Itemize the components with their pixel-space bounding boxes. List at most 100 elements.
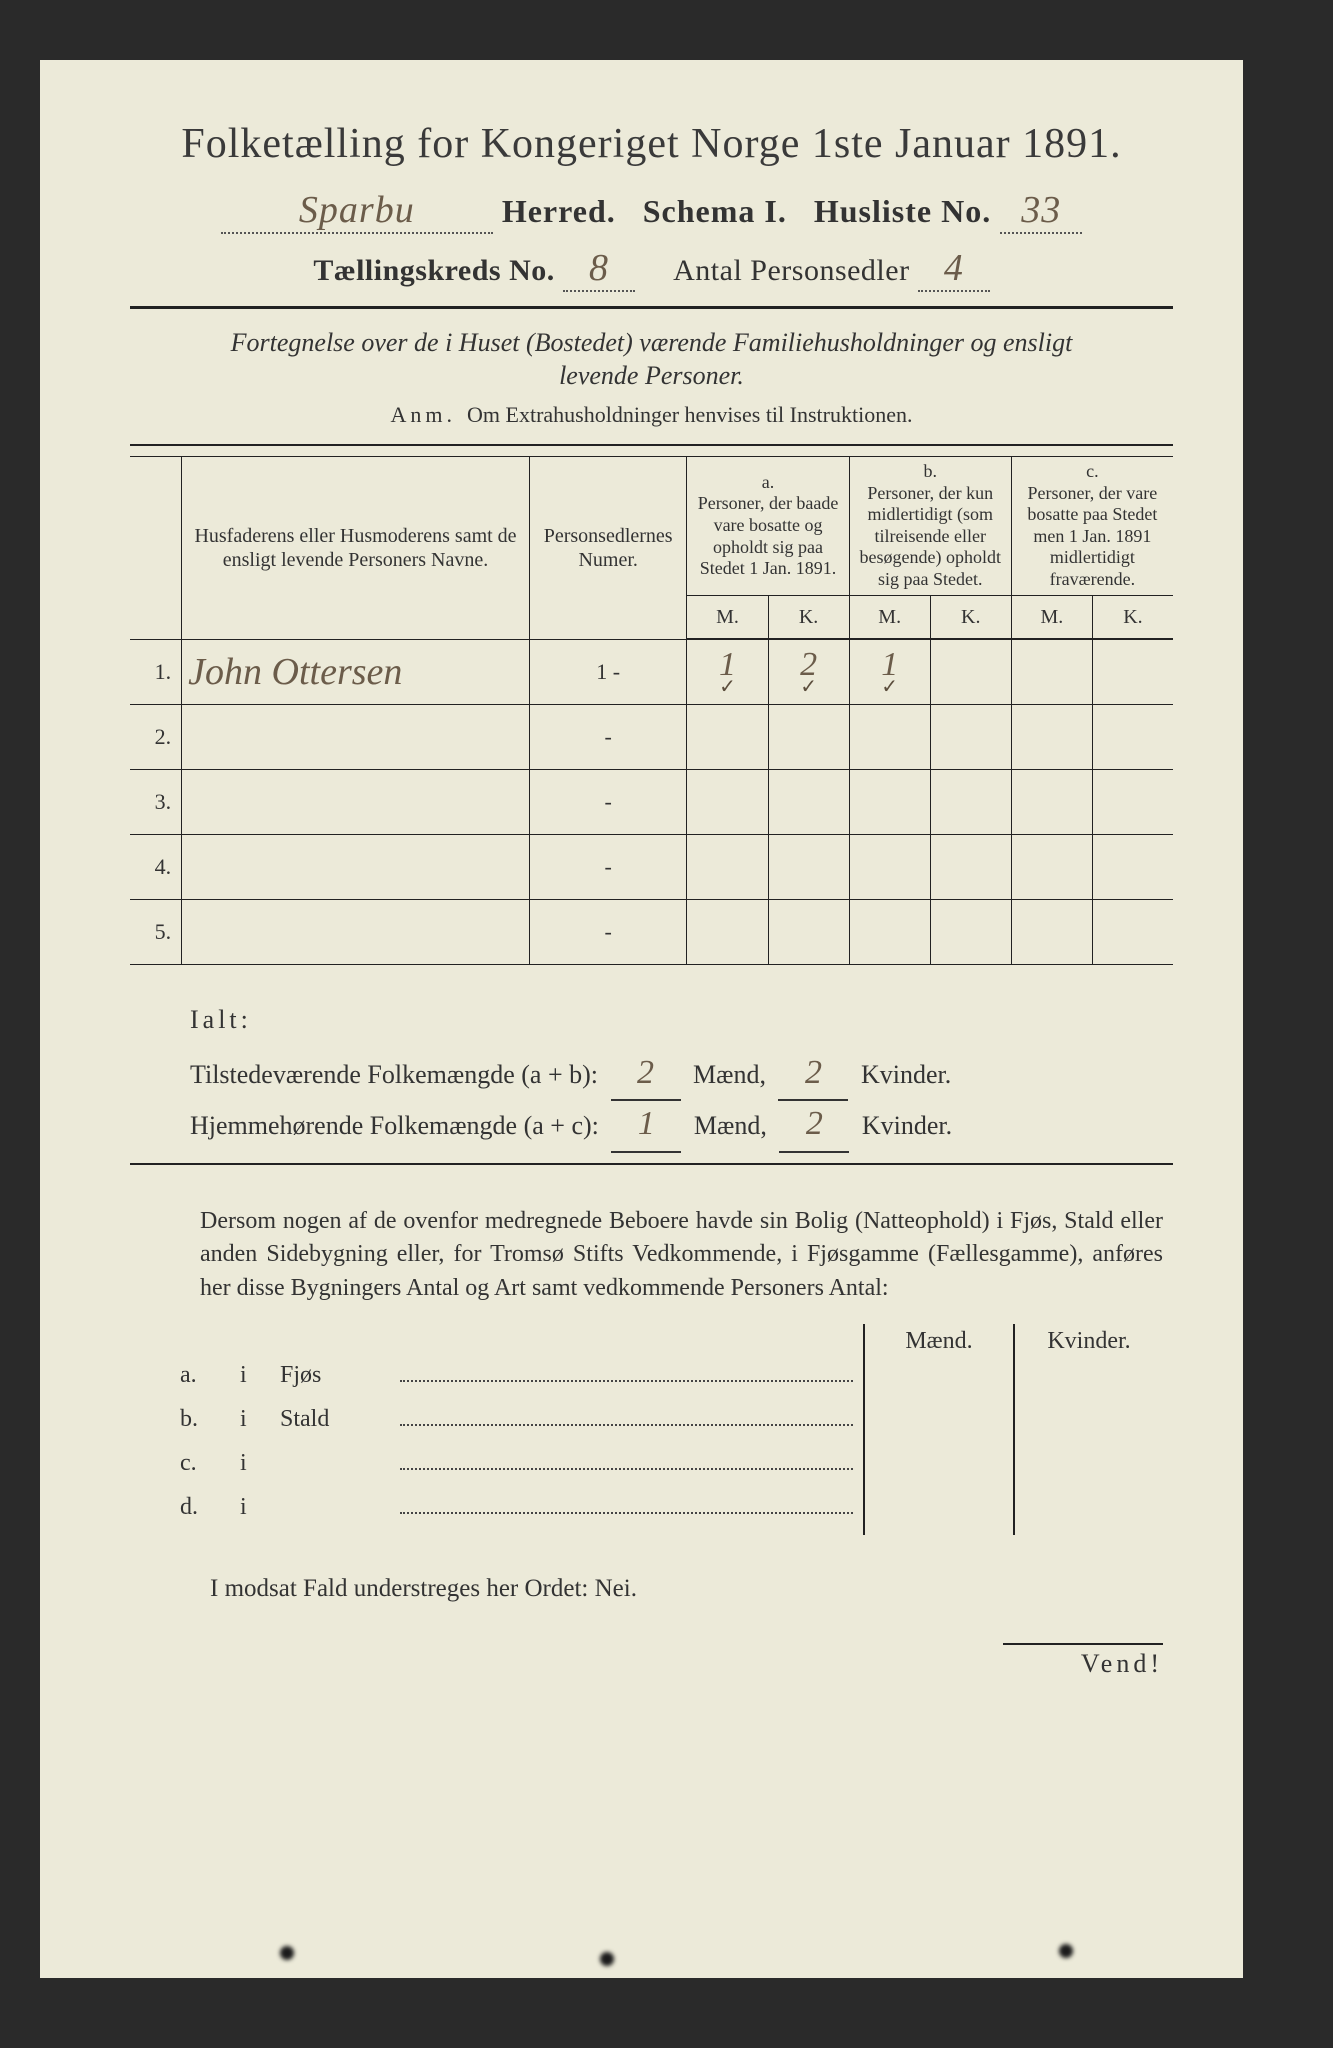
census-table: Husfaderens eller Husmoderens samt de en… <box>130 456 1173 965</box>
row-cK <box>1092 704 1173 769</box>
nei-line: I modsat Fald understreges her Ordet: Ne… <box>210 1575 1173 1603</box>
line1-k: 2 <box>805 1059 822 1086</box>
table-row: 2.- <box>130 704 1173 769</box>
group-b-head: b. Personer, der kun midlertidigt (som t… <box>849 457 1011 596</box>
col-psed: Personsedlernes Numer. <box>529 457 687 640</box>
group-a-head: a. Personer, der baade vare bosatte og o… <box>687 457 849 596</box>
a-k: K. <box>768 595 849 638</box>
antal-value: 4 <box>918 246 990 292</box>
b-m: M. <box>849 595 930 638</box>
row-psed: - <box>529 769 687 834</box>
lower-mk-cells <box>863 1491 1163 1535</box>
row-cM <box>1011 769 1092 834</box>
husliste-label: Husliste No. <box>814 193 991 229</box>
lower-row: a.iFjøs <box>180 1359 1163 1403</box>
row-bM: 1✓ <box>849 639 930 704</box>
header-row-1: Sparbu Herred. Schema I. Husliste No. 33 <box>130 188 1173 234</box>
lower-tag: a. <box>180 1362 240 1389</box>
dotted-line <box>400 1403 853 1427</box>
dotted-line <box>400 1491 853 1515</box>
schema-label: Schema I. <box>643 193 787 229</box>
lower-row: d.i <box>180 1491 1163 1535</box>
ialt-block: Ialt: Tilstedeværende Folkemængde (a + b… <box>190 995 1173 1153</box>
row-cM <box>1011 899 1092 964</box>
row-aK <box>768 704 849 769</box>
herred-label: Herred. <box>502 193 616 229</box>
ink-smudge <box>600 1952 614 1966</box>
row-psed: 1 - <box>529 639 687 704</box>
table-row: 1.John Ottersen1 -1✓2✓1✓ <box>130 639 1173 704</box>
row-bK <box>930 639 1011 704</box>
b-k: K. <box>930 595 1011 638</box>
row-cK <box>1092 769 1173 834</box>
dotted-line <box>400 1447 853 1471</box>
line1-m: 2 <box>637 1059 654 1086</box>
group-c-head: c. Personer, der vare bosatte paa Stedet… <box>1011 457 1173 596</box>
row-aK <box>768 769 849 834</box>
row-aK <box>768 834 849 899</box>
lower-i: i <box>240 1450 280 1477</box>
line2-label: Hjemmehørende Folkemængde (a + c): <box>190 1111 599 1140</box>
table-row: 4.- <box>130 834 1173 899</box>
lower-i: i <box>240 1406 280 1433</box>
anm-line: Anm. Om Extrahusholdninger henvises til … <box>130 402 1173 428</box>
lower-row: c.i <box>180 1447 1163 1491</box>
lower-tag: c. <box>180 1450 240 1477</box>
ink-smudge <box>1059 1944 1073 1958</box>
row-cK <box>1092 639 1173 704</box>
lower-mk-cells <box>863 1403 1163 1447</box>
husliste-value: 33 <box>1000 188 1082 234</box>
lower-mk-cells <box>863 1447 1163 1491</box>
table-row: 5. - <box>130 899 1173 964</box>
subtitle: Fortegnelse over de i Huset (Bostedet) v… <box>190 327 1113 392</box>
lower-label: Stald <box>280 1406 400 1433</box>
row-psed: - <box>529 899 687 964</box>
col-names: Husfaderens eller Husmoderens samt de en… <box>182 457 530 640</box>
viewport: Folketælling for Kongeriget Norge 1ste J… <box>0 0 1333 2048</box>
lower-mk-cells <box>863 1359 1163 1403</box>
lower-tag: b. <box>180 1406 240 1433</box>
lower-i: i <box>240 1362 280 1389</box>
row-bK <box>930 834 1011 899</box>
header-row-2: Tællingskreds No. 8 Antal Personsedler 4 <box>130 246 1173 292</box>
row-number: 5. <box>130 899 182 964</box>
c-m: M. <box>1011 595 1092 638</box>
row-aK <box>768 899 849 964</box>
lower-block: Mænd. Kvinder. a.iFjøsb.iStaldc.id.i <box>180 1324 1163 1535</box>
lower-i: i <box>240 1494 280 1521</box>
row-bK <box>930 899 1011 964</box>
anm-text: Om Extrahusholdninger henvises til Instr… <box>467 402 912 427</box>
rule-3 <box>130 1163 1173 1165</box>
row-name <box>182 704 530 769</box>
row-aK: 2✓ <box>768 639 849 704</box>
line1-label: Tilstedeværende Folkemængde (a + b): <box>190 1060 598 1089</box>
a-m: M. <box>687 595 768 638</box>
row-psed: - <box>529 704 687 769</box>
row-name <box>182 834 530 899</box>
row-cK <box>1092 899 1173 964</box>
row-number: 1. <box>130 639 182 704</box>
lower-mk-header: Mænd. Kvinder. <box>863 1324 1163 1359</box>
row-aM <box>687 769 768 834</box>
page-title: Folketælling for Kongeriget Norge 1ste J… <box>130 120 1173 168</box>
row-number: 3. <box>130 769 182 834</box>
row-name: John Ottersen <box>182 639 530 704</box>
kreds-label: Tællingskreds No. <box>313 254 554 287</box>
row-psed: - <box>529 834 687 899</box>
lower-tag: d. <box>180 1494 240 1521</box>
line2-m: 1 <box>638 1110 655 1137</box>
ialt-label: Ialt: <box>190 995 252 1044</box>
antal-label: Antal Personsedler <box>673 254 909 287</box>
row-bM <box>849 769 930 834</box>
row-name <box>182 899 530 964</box>
paragraph: Dersom nogen af de ovenfor medregnede Be… <box>200 1205 1163 1306</box>
lower-label: Fjøs <box>280 1362 400 1389</box>
dotted-line <box>400 1359 853 1383</box>
anm-label: Anm. <box>391 402 457 427</box>
row-bM <box>849 834 930 899</box>
vend-label: Vend! <box>1003 1643 1163 1679</box>
row-bM <box>849 704 930 769</box>
row-aM <box>687 834 768 899</box>
rule-2 <box>130 444 1173 446</box>
row-cK <box>1092 834 1173 899</box>
